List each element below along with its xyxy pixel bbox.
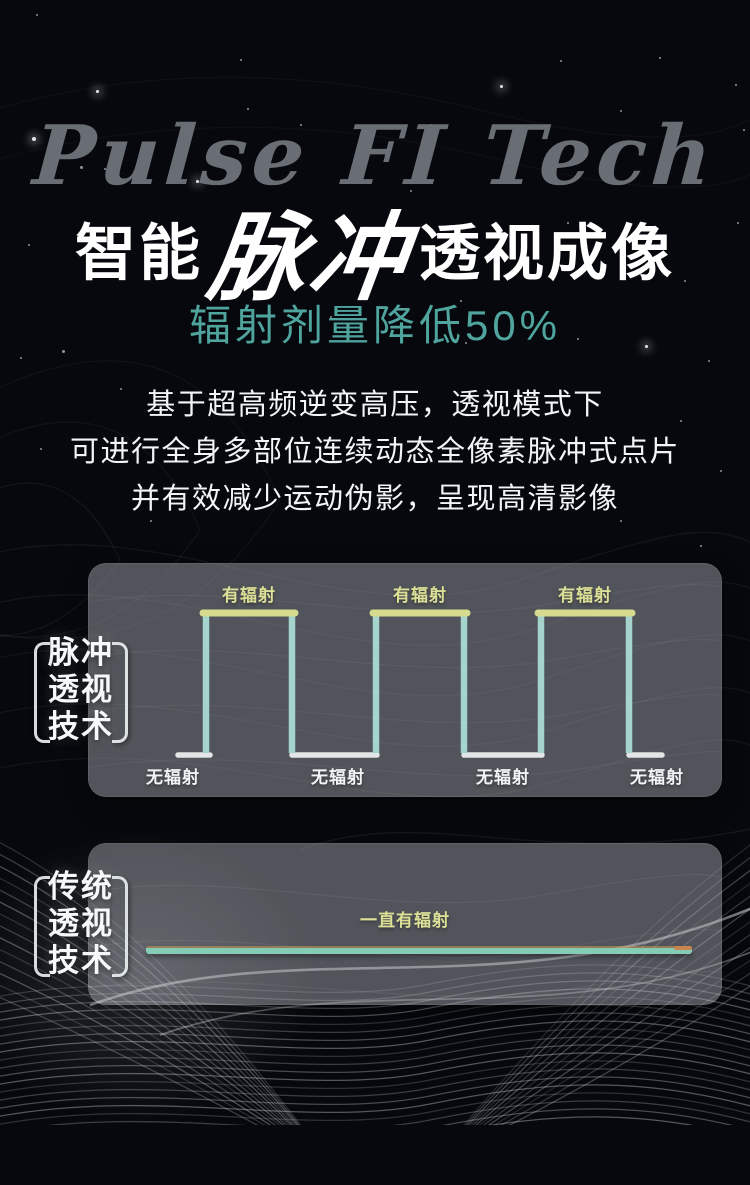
pulse-technique-panel: 有辐射 有辐射 有辐射 无辐射 无辐射 无辐射 无辐射 — [88, 563, 722, 797]
star — [122, 262, 124, 264]
star — [500, 85, 503, 88]
star — [247, 108, 249, 110]
side-label-line: 脉冲 — [48, 635, 114, 670]
star — [460, 300, 462, 302]
side-label-line: 技术 — [48, 709, 114, 744]
star — [645, 345, 648, 348]
side-label-line: 透视 — [48, 672, 114, 707]
star — [300, 124, 302, 126]
star — [560, 60, 562, 62]
side-label-line: 传统 — [48, 869, 114, 904]
radiation-off-label: 无辐射 — [311, 768, 365, 787]
star — [743, 129, 745, 131]
star — [465, 342, 467, 344]
star — [365, 130, 367, 132]
star — [520, 260, 522, 262]
side-label-line: 透视 — [48, 906, 114, 941]
star — [735, 84, 737, 86]
radiation-off-label: 无辐射 — [630, 768, 684, 787]
star — [120, 388, 122, 390]
star — [430, 124, 432, 126]
star — [28, 244, 30, 246]
star — [410, 190, 412, 192]
pulse-waveform — [175, 609, 665, 758]
star — [150, 520, 152, 522]
star — [585, 155, 587, 157]
star — [620, 110, 622, 112]
star — [577, 338, 579, 340]
subtitle-radiation-reduction: 辐射剂量降低50% — [188, 302, 562, 349]
continuous-radiation-label: 一直有辐射 — [360, 911, 450, 930]
star — [104, 168, 106, 170]
star — [80, 166, 83, 169]
star — [680, 420, 682, 422]
star — [40, 448, 42, 450]
star — [62, 350, 65, 353]
star — [20, 357, 22, 359]
star — [240, 59, 242, 61]
star — [330, 316, 332, 318]
radiation-on-label: 有辐射 — [222, 586, 276, 605]
title-suffix: 透视成像 — [419, 219, 676, 287]
side-label-line: 技术 — [48, 943, 114, 978]
poster-page: { "watermark": "Pulse FI Tech", "title":… — [0, 14, 750, 1185]
star — [36, 14, 38, 16]
continuous-radiation-line — [146, 946, 692, 954]
star — [684, 280, 686, 282]
left-bracket-icon — [34, 642, 50, 743]
radiation-on-label: 有辐射 — [393, 586, 447, 605]
star — [720, 470, 722, 472]
right-bracket-icon — [112, 642, 128, 743]
star — [567, 222, 569, 224]
star — [263, 340, 265, 342]
star — [737, 222, 739, 224]
traditional-technique-panel: 一直有辐射 — [88, 843, 722, 1005]
pulse-technique-side-label: 脉冲 透视 技术 — [34, 626, 128, 753]
star — [196, 180, 199, 183]
radiation-off-label: 无辐射 — [476, 768, 530, 787]
star — [708, 360, 710, 362]
star — [620, 520, 622, 522]
radiation-on-label: 有辐射 — [558, 586, 612, 605]
star — [700, 545, 702, 547]
description-text: 基于超高频逆变高压，透视模式下 可进行全身多部位连续动态全像素脉冲式点片 并有效… — [0, 382, 750, 523]
star — [32, 137, 36, 141]
traditional-technique-side-label: 传统 透视 技术 — [34, 860, 128, 987]
description-line-2: 可进行全身多部位连续动态全像素脉冲式点片 — [69, 436, 680, 468]
star — [360, 250, 362, 252]
title-prefix: 智能 — [74, 219, 203, 287]
description-line-3: 并有效减少运动伪影，呈现高清影像 — [130, 483, 619, 515]
star — [96, 90, 99, 93]
left-bracket-icon — [34, 876, 50, 977]
line-tip-accent — [674, 946, 692, 950]
star — [659, 57, 661, 59]
right-bracket-icon — [112, 876, 128, 977]
page-title: 智能 脉冲 透视成像 — [0, 178, 750, 317]
radiation-off-label: 无辐射 — [146, 768, 200, 787]
waveform-vertical-segments — [202, 615, 633, 753]
description-line-1: 基于超高频逆变高压，透视模式下 — [146, 389, 604, 421]
